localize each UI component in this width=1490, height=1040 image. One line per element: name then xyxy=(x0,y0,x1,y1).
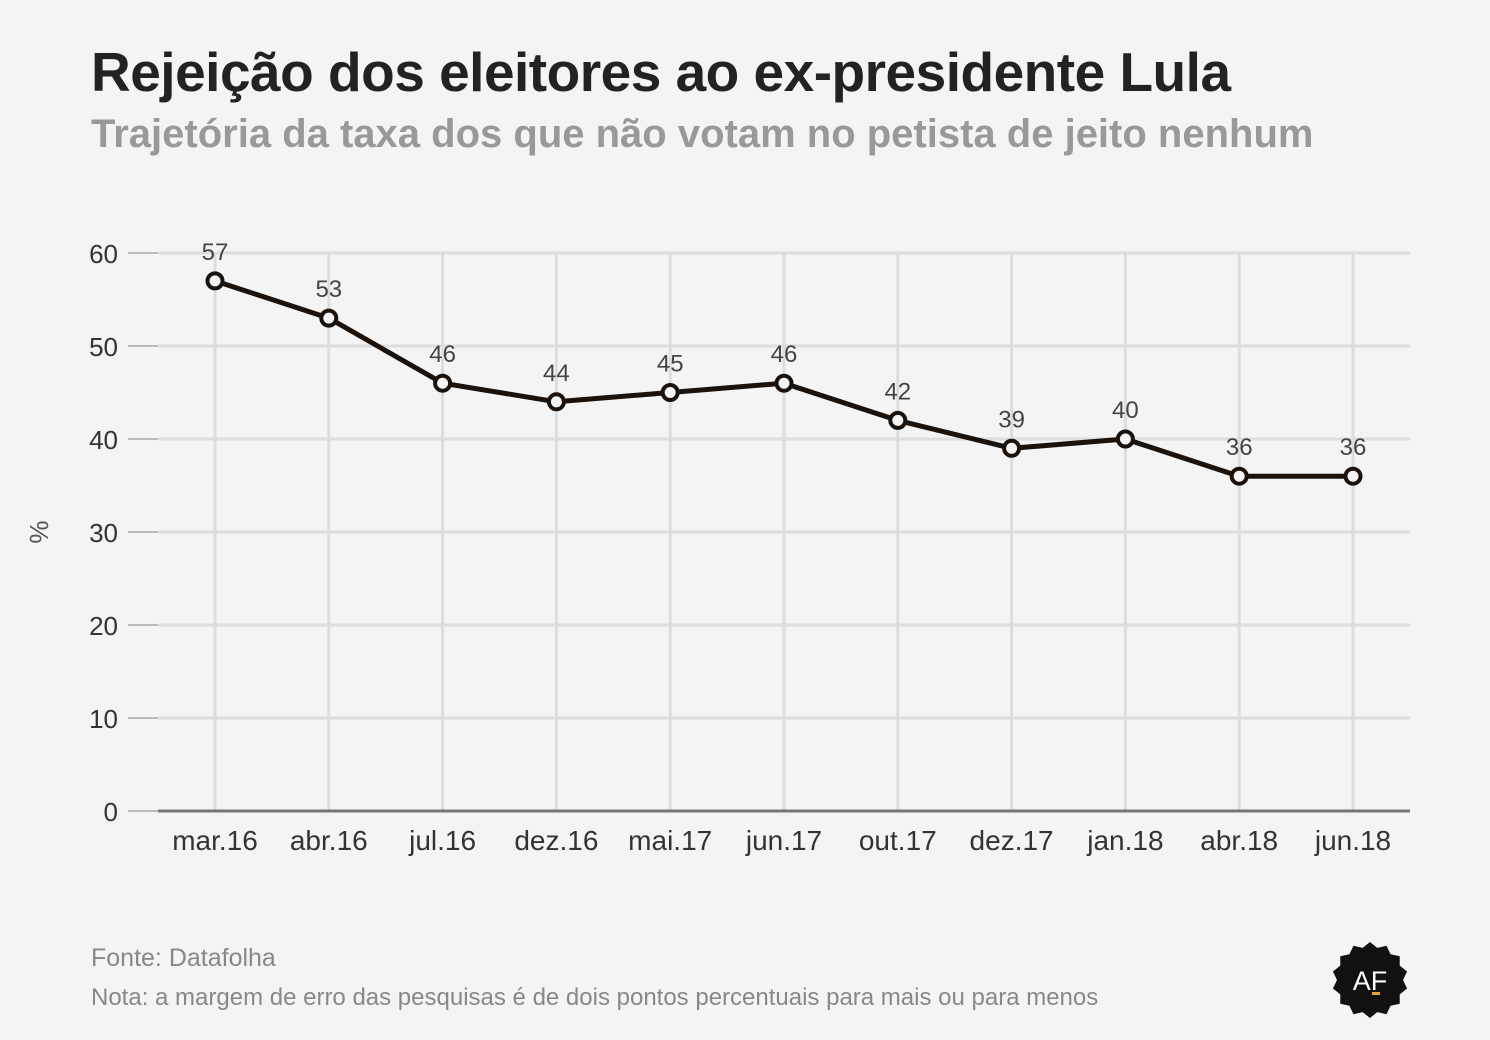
margin-note: Nota: a margem de erro das pesquisas é d… xyxy=(91,984,1099,1011)
data-point xyxy=(1002,438,1022,458)
data-label: 36 xyxy=(1226,434,1253,461)
badge-shape xyxy=(1332,942,1408,1018)
y-axis-label: % xyxy=(24,520,54,543)
data-point xyxy=(319,308,339,328)
series xyxy=(205,271,1363,486)
x-tick-label: dez.16 xyxy=(514,825,598,856)
data-point xyxy=(205,271,225,291)
data-label: 46 xyxy=(771,341,798,368)
x-tick-label: abr.18 xyxy=(1200,825,1278,856)
x-tick-label: mai.17 xyxy=(628,825,712,856)
data-label: 57 xyxy=(202,239,229,266)
x-tick-label: abr.16 xyxy=(290,825,368,856)
data-point xyxy=(660,383,680,402)
chart-subtitle: Trajetória da taxa dos que não votam no … xyxy=(91,112,1314,156)
data-point xyxy=(888,410,908,430)
x-tick-label: mar.16 xyxy=(172,825,258,856)
x-tick-label: jun.17 xyxy=(745,825,822,856)
data-point xyxy=(546,392,566,412)
y-tick-label: 30 xyxy=(89,518,118,548)
data-label: 45 xyxy=(657,351,684,378)
y-tick-label: 40 xyxy=(89,425,118,455)
data-point xyxy=(1115,429,1135,449)
chart-title: Rejeição dos eleitores ao ex-presidente … xyxy=(91,41,1231,103)
data-label: 44 xyxy=(543,360,570,387)
line-chart: 0 10 20 30 40 50 60 mar.16 abr.16 jul.16 dez.16 mai… xyxy=(24,239,1410,856)
y-tick-label: 10 xyxy=(89,704,118,734)
data-label: 42 xyxy=(884,378,911,405)
data-point xyxy=(433,373,453,393)
af-badge-icon: AF xyxy=(1332,942,1408,1018)
y-tick-label: 0 xyxy=(104,797,118,827)
logo-text: AF xyxy=(1353,966,1388,996)
data-label: 40 xyxy=(1112,397,1139,424)
grid xyxy=(158,251,1410,811)
data-point xyxy=(1343,466,1363,486)
data-label: 53 xyxy=(315,276,342,303)
x-tick-label: jun.18 xyxy=(1314,825,1391,856)
y-tick-label: 60 xyxy=(89,239,118,269)
source-note: Fonte: Datafolha xyxy=(91,944,276,972)
data-label: 36 xyxy=(1340,434,1367,461)
x-tick-label: jul.16 xyxy=(408,825,476,856)
logo-accent xyxy=(1372,992,1380,995)
data-point xyxy=(774,373,794,393)
data-labels: 57 53 46 44 45 46 42 39 40 36 36 xyxy=(202,239,1367,461)
x-tick-label: dez.17 xyxy=(970,825,1054,856)
data-point xyxy=(1229,466,1249,486)
data-label: 46 xyxy=(429,341,456,368)
data-label: 39 xyxy=(998,406,1025,433)
y-tick-label: 20 xyxy=(89,611,118,641)
axes: 0 10 20 30 40 50 60 mar.16 abr.16 jul.16 dez.16 mai… xyxy=(24,239,1410,856)
y-tick-label: 50 xyxy=(89,332,118,362)
x-tick-label: jan.18 xyxy=(1086,825,1163,856)
x-tick-label: out.17 xyxy=(859,825,937,856)
